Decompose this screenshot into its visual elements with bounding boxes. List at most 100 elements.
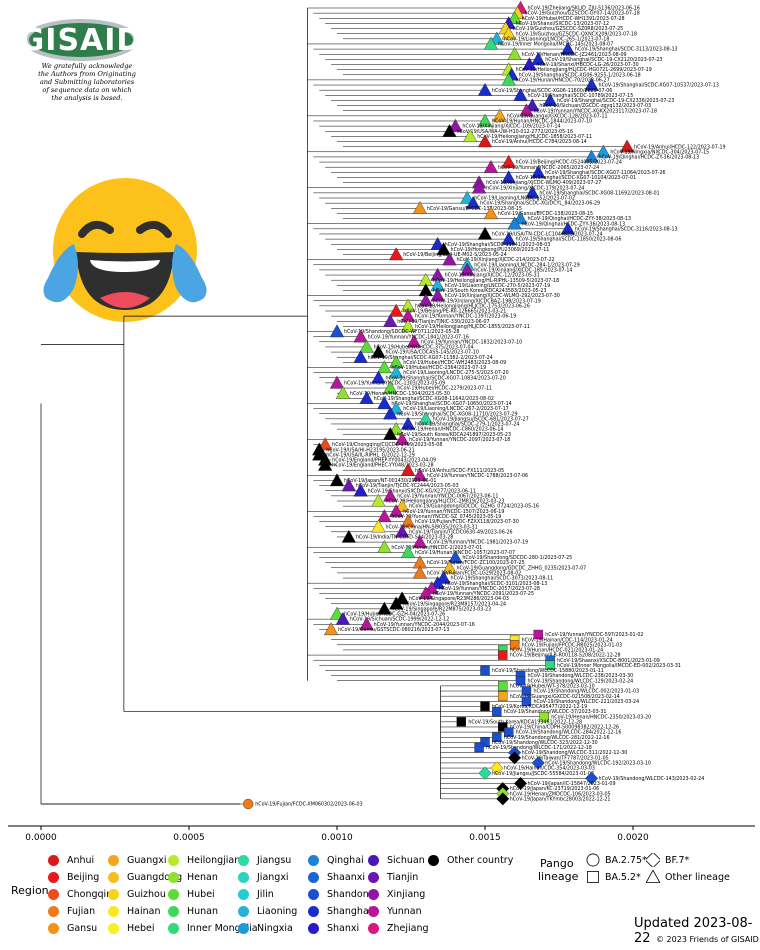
region-legend-label: Sichuan [387, 854, 425, 866]
region-legend-item: Henan [168, 870, 218, 884]
tip-marker [400, 545, 416, 559]
tip-marker [513, 88, 528, 102]
tip-marker [646, 853, 660, 867]
tip-label: hCoV-19/Shanghai/SCDC-XG08-11642/2023-08… [374, 396, 494, 402]
tip-marker [329, 606, 345, 620]
region-legend-item: Shanxi [308, 921, 359, 935]
region-color-dot [168, 871, 179, 883]
region-legend-item: Chongqing [48, 887, 118, 901]
tip-label: hCoV-19/Heilongjiang/HL-RIPHL-13509-5/20… [433, 278, 559, 284]
region-legend-label: Jiangxi [257, 871, 289, 883]
tip-marker [477, 82, 493, 96]
tip-marker [377, 539, 392, 553]
tip-label: hCoV-19/Xinjiang/XJCDC-179/2023-07-24 [486, 185, 584, 191]
tip-label: hCoV-19/Shanghai/SCDC-XG06-9255-1/2023-0… [519, 72, 641, 78]
tip-label: hCoV-19/Guizhou/GZSCDC-SZ0R8/2023-07-25 [513, 26, 623, 32]
tip-label: hCoV-19/Henan/HNCDC-C860/2023-06-14 [403, 427, 503, 433]
tip-label: hCoV-19/Zhejiang/SKLID_ZJU-5136/2023-06-… [528, 6, 640, 12]
tip-marker [492, 108, 507, 122]
phylogenetic-tree: hCoV-19/Zhejiang/SKLID_ZJU-5136/2023-06-… [8, 0, 755, 843]
tip-label: hCoV-19/South Korea/KDCA243583/2023-05-2… [433, 288, 547, 294]
tip-label: hCoV-19/Shaanxi/XSCDC-8001/2023-01-09 [557, 658, 660, 664]
tip-marker [383, 314, 398, 327]
tip-label: hCoV-19/Hubei/HCDC-2279/2023-07-11 [397, 386, 492, 392]
tip-marker [394, 432, 410, 446]
tip-label: hCoV-19/Yunnan/YNCDC-2044/2023-07-16 [374, 622, 475, 628]
region-legend-label: Xinjiang [387, 888, 426, 900]
tip-label: hCoV-19/Qinghai/HCDC-ZYY-38/2023-08-13 [528, 216, 632, 222]
tip-marker [400, 416, 416, 430]
tip-label: hCoV-19/Shandong/WLCDC-221/2023-03-24 [533, 699, 639, 705]
tip-marker [498, 722, 508, 732]
ack-line: the Authors from Originating [38, 70, 136, 78]
tip-marker [531, 165, 546, 179]
region-legend-item: Other country [428, 853, 513, 867]
tip-label: hCoV-19/Sichuan/SCDC-1999/2022-12-12 [350, 617, 449, 623]
region-legend-item: Hebei [108, 921, 155, 935]
tip-marker [318, 457, 333, 471]
tip-label: hCoV-19/Anhui/SCDC-FX111/2023-05 [415, 468, 504, 474]
tip-marker [507, 46, 522, 60]
region-color-dot [168, 854, 179, 866]
tip-label: hCoV-19/Chongqing/CQCDC-1709/2023-05-08 [332, 442, 442, 448]
tip-label: hCoV-19/Shandong/SDCDC-WF0711/2023-05-28 [344, 329, 459, 335]
tip-label: hCoV-19/Yunnan/YNCDC-2065/2023-07-24 [498, 165, 599, 171]
region-color-dot [168, 905, 179, 917]
tip-label: hCoV-19/Shanghai/SCDC-11841/2023-08-03 [445, 242, 551, 248]
tip-marker [460, 262, 475, 276]
ack-line: the analysis is based. [51, 94, 123, 102]
tip-marker [584, 771, 599, 785]
tip-marker [341, 478, 356, 492]
tip-label: hCoV-19/Tianjin/TJCDC0630-49/2023-06-26 [409, 529, 512, 535]
ack-line: We gratefully acknowledge [41, 62, 133, 70]
tip-label: hCoV-19/Yunnan/YNCDC-2097/2023-07-18 [409, 437, 510, 443]
gisaid-logo-text: GISAID [19, 22, 143, 58]
x-tick-label: 0.0010 [321, 833, 353, 843]
tip-marker [477, 226, 493, 240]
tip-label: hCoV-19/Henan/HNCDC-2350/2023-03-20 [551, 714, 651, 720]
tip-label: hCoV-19/Shanghai/SCDC-3101/2023-08-13 [445, 581, 548, 587]
tip-label: hCoV-19/Henan/ZMDCDC-106/2023-03-05 [510, 791, 611, 797]
tip-marker [533, 629, 543, 640]
tip-label: hCoV-19/Shanghai/SCDC-XG07-11064/2023-07… [545, 170, 665, 176]
tip-label: hCoV-19/Hubei/WT-378/2023-03-10 [510, 683, 595, 689]
tip-label: hCoV-19/Shanghai/SCDC-XG07-10104/2023-07… [516, 175, 636, 181]
tip-marker [474, 742, 484, 753]
lineage-legend-label: Other lineage [665, 871, 730, 883]
region-legend-item: Anhui [48, 853, 94, 867]
tip-label: hCoV-19/Xinjiang/XJCDC-12/2023-05-31 [445, 273, 540, 279]
ack-line: and Submitting laboratories [39, 78, 135, 86]
region-color-dot [368, 854, 379, 866]
tip-marker [389, 401, 404, 415]
tip-label: hCoV-19/Xinjiang/XJCDC-109/2023-07-14 [462, 124, 560, 130]
region-legend-label: Shanghai [327, 905, 372, 917]
region-legend-item: Yunnan [368, 904, 422, 918]
lineage-legend-label: BF.7* [665, 854, 690, 866]
lineage-legend-item: BA.5.2* [586, 870, 641, 884]
tip-marker [619, 139, 635, 153]
tip-marker [406, 334, 422, 348]
tip-marker [371, 344, 386, 358]
tip-marker [394, 591, 410, 605]
region-legend-item: Inner Mongolia [168, 921, 258, 935]
region-legend-label: Jilin [257, 888, 274, 900]
tip-marker [448, 550, 463, 564]
tip-marker [412, 201, 428, 214]
tip-marker [383, 488, 398, 502]
region-color-dot [48, 905, 59, 917]
tip-label: hCoV-19/Shandong/WLCDC-171/2022-12-18 [486, 745, 592, 751]
tip-marker [519, 103, 534, 117]
tip-marker [483, 206, 499, 220]
region-color-dot [368, 922, 379, 934]
tip-label: hCoV-19/South Korea/KDCA241897/2023-05-2… [397, 432, 511, 438]
tip-marker [492, 732, 502, 742]
tip-label: hCoV-19/Shandong/WLCDC-15880/2023-01-11 [492, 668, 604, 674]
region-legend-label: Guangxi [127, 854, 167, 866]
tip-label: hCoV-19/Hongkong/PU23069/2023-07-11 [451, 247, 550, 253]
region-color-dot [48, 871, 59, 883]
region-legend-item: Hunan [168, 904, 218, 918]
region-legend-label: Guangdong [127, 871, 183, 883]
tip-label: hCoV-19/Japan/KC-23719/2023-01-06 [510, 786, 600, 792]
tip-marker [442, 252, 457, 266]
region-legend-item: Guizhou [108, 887, 166, 901]
